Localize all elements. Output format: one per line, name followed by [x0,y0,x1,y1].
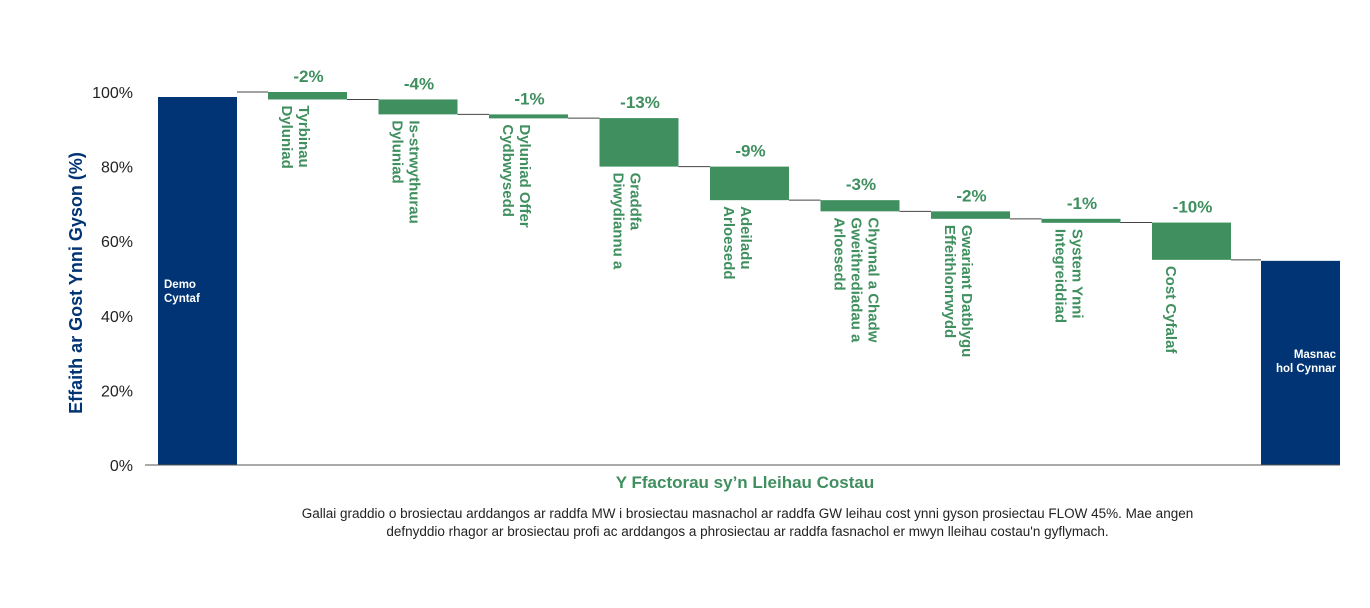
bar-step [378,99,458,115]
y-tick-label: 20% [101,383,133,400]
category-label: Diwydiannu a Graddfa [610,173,644,270]
chart-caption: Gallai graddio o brosiectau arddangos ar… [301,506,1194,539]
data-label: -1% [514,89,544,108]
data-label: -2% [956,186,986,205]
category-label: Cydbwysedd Dyluniad Offer [499,124,533,228]
category-label-line: Integreiddiad [1052,229,1069,323]
bar-step [599,118,679,167]
bar-step [268,92,347,100]
bar-end [1261,260,1340,465]
category-label: Arloesedd Gweithrediadau a Chynnal a Chadw [831,217,882,343]
data-label: -9% [735,142,765,161]
y-tick-label: 40% [101,309,133,326]
bar-end-label: hol Cynnar [1276,363,1337,375]
category-label-line: Dyluniad [278,105,295,168]
category-label: Integreiddiad System Ynni [1052,229,1086,323]
category-label: Arloesedd Adeiladu [720,206,754,279]
category-label-line: Diwydiannu a [610,173,627,270]
category-label-line: Tyrbinau [295,105,312,167]
y-tick-label: 80% [101,160,133,177]
category-label-line: Graddfa [627,173,644,231]
bar-step [489,114,568,119]
category-label-line: Chynnal a Chadw [865,217,882,342]
y-tick-label: 60% [101,234,133,251]
bar-step [1152,222,1231,260]
data-label: -13% [620,93,660,112]
waterfall-chart: 0% 20% 40% 60% 80% 100% Demo Cyntaf -2% Dyluniad… [66,67,1340,492]
category-label: Dyluniad Tyrbinau [278,105,312,168]
category-label-line: Gweithrediadau a [848,217,865,343]
y-tick-label: 100% [92,85,133,102]
category-label-line: Effeithlonrwydd [941,225,958,338]
bar-step [710,166,789,201]
category-label-line: Cydbwysedd [499,124,516,217]
bar-start-label: Cyntaf [164,293,200,305]
x-axis-label: Y Ffactorau sy’n Lleihau Costau [616,473,875,492]
bar-start [158,97,237,465]
data-label: -3% [846,175,876,194]
data-label: -1% [1067,194,1097,213]
y-tick-label: 0% [110,458,133,475]
category-label-line: Arloesedd [831,217,848,290]
category-label-line: Gwariant Datblygu [958,225,975,358]
category-label-line: Cost Cyfalaf [1162,266,1179,355]
category-label: Effeithlonrwydd Gwariant Datblygu [941,225,975,358]
data-label: -2% [293,67,323,86]
data-label: -4% [404,74,434,93]
bar-end-label: Masnac [1294,349,1337,361]
bar-start-label: Demo [164,279,196,291]
category-label: Dyluniad Is-strwythurau [389,120,423,223]
y-axis-label: Effaith ar Gost Ynni Gyson (%) [66,152,86,414]
category-label-line: Adeiladu [737,206,754,269]
category-label-line: Dyluniad Offer [516,124,533,228]
category-label-line: Arloesedd [720,206,737,279]
category-label-line: Is-strwythurau [406,120,423,223]
bar-step [1041,218,1121,223]
bar-step [820,200,900,212]
category-label-line: System Ynni [1069,229,1086,319]
data-label: -10% [1173,198,1213,217]
category-label: Cost Cyfalaf [1162,266,1179,355]
bar-step [931,211,1010,219]
category-label-line: Dyluniad [389,120,406,183]
